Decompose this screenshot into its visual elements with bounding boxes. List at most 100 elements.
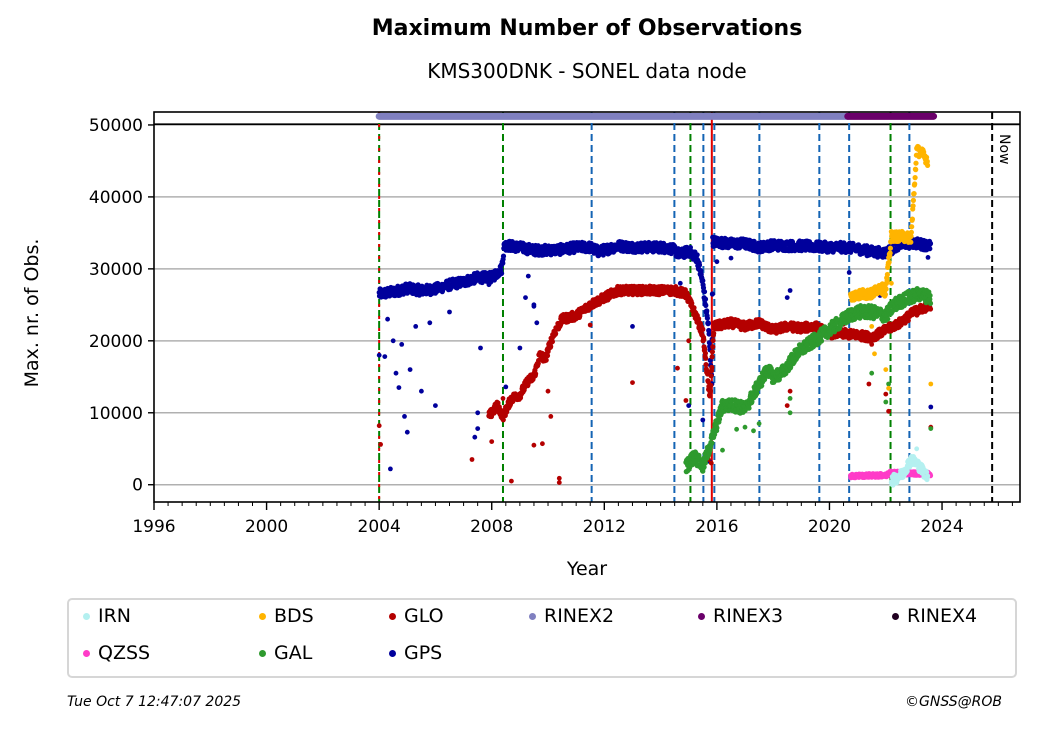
data-point-outlier	[714, 259, 720, 265]
legend-label: GAL	[274, 642, 313, 664]
data-point-outlier	[402, 414, 407, 419]
footer-timestamp: Tue Oct 7 12:47:07 2025	[67, 694, 242, 710]
data-point	[796, 352, 802, 358]
data-point	[908, 233, 914, 239]
data-point-outlier	[388, 466, 393, 472]
data-point-outlier	[545, 388, 551, 394]
y-tick-label: 0	[132, 476, 143, 496]
data-point	[696, 262, 703, 268]
data-point	[553, 331, 559, 337]
data-point	[908, 239, 914, 245]
data-point	[500, 253, 507, 259]
legend-item-irn: IRN	[83, 605, 131, 627]
data-point-outlier	[376, 423, 382, 429]
legend-label: RINEX3	[713, 605, 784, 627]
data-point	[716, 416, 723, 422]
data-point-outlier	[869, 370, 875, 376]
data-point-outlier	[869, 342, 875, 347]
data-point-outlier	[728, 255, 734, 261]
data-point	[708, 373, 714, 379]
legend-label: GPS	[404, 642, 443, 664]
data-point	[884, 271, 891, 278]
legend: IRN BDS GLO RINEX2 RINEX3 RINEX4 QZSS GAL GPS	[67, 598, 1017, 678]
data-point	[746, 405, 752, 411]
x-tick-label: 2004	[358, 517, 401, 537]
series-bds	[848, 143, 934, 391]
legend-label: IRN	[98, 605, 132, 627]
data-point	[533, 371, 539, 377]
legend-item-rinex2: RINEX2	[529, 605, 614, 627]
data-point	[543, 357, 549, 363]
x-tick-label: 1996	[132, 517, 175, 537]
data-point	[710, 337, 716, 344]
data-point	[707, 388, 714, 394]
data-point-outlier	[889, 280, 894, 286]
legend-item-gps: GPS	[389, 642, 442, 664]
data-point	[911, 191, 917, 197]
data-point-outlier	[784, 295, 790, 300]
data-point-outlier	[872, 351, 877, 357]
data-point	[702, 350, 709, 356]
data-point	[706, 331, 712, 337]
data-point	[912, 175, 918, 181]
data-point-outlier	[525, 273, 531, 279]
chart-subtitle: KMS300DNK - SONEL data node	[427, 59, 747, 83]
data-point	[687, 244, 694, 251]
data-point	[908, 229, 915, 235]
data-point-outlier	[531, 442, 537, 448]
data-point-outlier	[378, 442, 383, 447]
data-point	[500, 417, 506, 423]
data-point	[701, 336, 707, 343]
data-point	[924, 158, 930, 164]
data-point-outlier	[587, 322, 593, 328]
data-point-outlier	[630, 324, 635, 329]
legend-marker-icon	[698, 612, 705, 620]
data-point-outlier	[407, 367, 413, 372]
series-irn	[888, 446, 931, 488]
data-point-outlier	[469, 457, 475, 462]
data-point	[714, 425, 720, 431]
data-point	[759, 383, 765, 389]
data-point-outlier	[382, 354, 388, 359]
data-point	[909, 224, 915, 230]
data-point	[754, 391, 760, 397]
data-point-outlier	[734, 426, 739, 432]
data-point-outlier	[486, 282, 492, 288]
legend-label: RINEX2	[544, 605, 615, 627]
x-axis-label: Year	[566, 558, 607, 580]
legend-marker-icon	[529, 612, 536, 620]
data-point-outlier	[396, 385, 402, 390]
data-point-outlier	[925, 255, 931, 260]
data-point-outlier	[883, 399, 889, 405]
data-point-outlier	[846, 270, 852, 275]
legend-marker-icon	[83, 649, 90, 657]
data-point	[925, 162, 931, 168]
y-tick-label: 20000	[89, 332, 143, 352]
data-point	[910, 197, 917, 203]
data-point	[882, 291, 889, 298]
data-point-outlier	[385, 316, 390, 322]
y-axis-label: Max. nr. of Obs.	[21, 239, 43, 388]
data-point-outlier	[928, 381, 934, 387]
data-point-outlier	[928, 426, 934, 431]
x-tick-label: 2008	[470, 517, 513, 537]
data-point	[710, 344, 716, 350]
data-point-outlier	[427, 320, 433, 326]
data-point-outlier	[883, 367, 889, 372]
data-point-outlier	[517, 345, 523, 351]
data-point	[702, 346, 708, 352]
data-point	[887, 245, 894, 251]
data-point-outlier	[869, 324, 875, 329]
data-point	[696, 452, 702, 458]
data-point	[708, 382, 714, 388]
data-point	[927, 300, 934, 306]
data-point	[548, 343, 554, 350]
data-point-outlier	[928, 404, 934, 410]
data-point	[910, 203, 916, 209]
data-point-outlier	[686, 403, 692, 408]
data-point-outlier	[708, 460, 714, 466]
data-point-outlier	[376, 352, 382, 358]
data-point	[904, 468, 910, 474]
data-point	[694, 252, 700, 258]
data-point-outlier	[472, 434, 478, 440]
